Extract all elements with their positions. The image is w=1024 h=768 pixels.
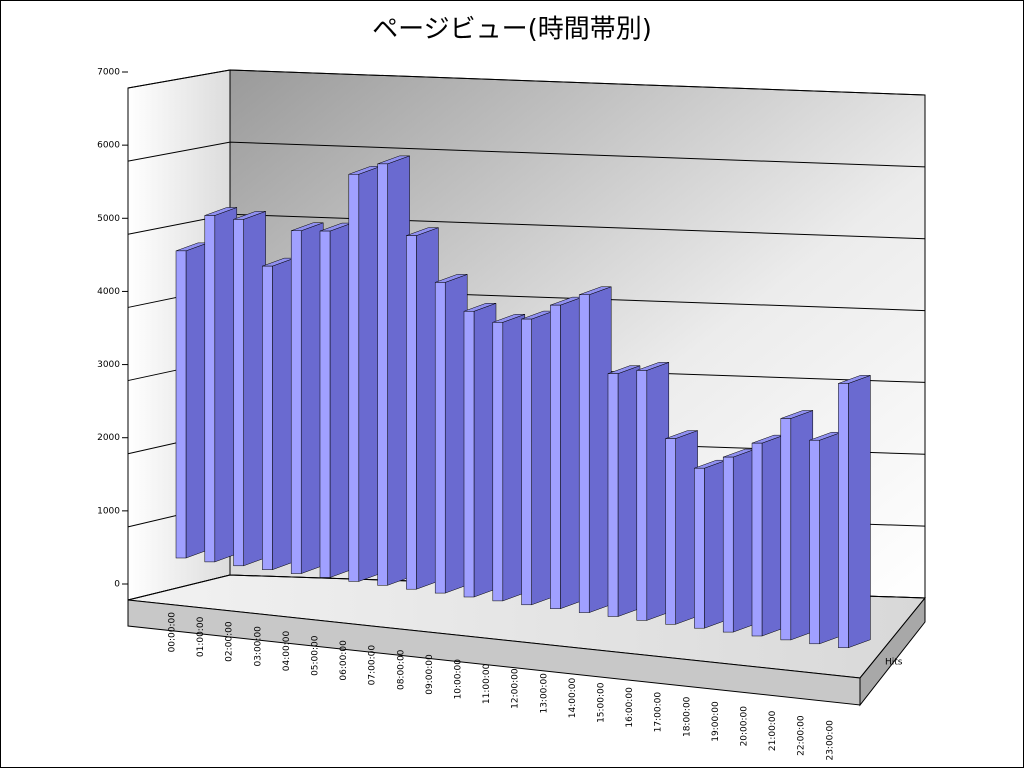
bar (434, 274, 468, 594)
x-tick-label: 05:00:00 (311, 635, 321, 676)
x-tick-label: 10:00:00 (454, 659, 464, 700)
bar (290, 222, 324, 574)
bar (607, 365, 641, 617)
bar-front (578, 294, 590, 613)
bar-front (463, 311, 475, 598)
bar-front (780, 418, 792, 641)
bars (175, 155, 871, 649)
bar-front (319, 230, 331, 578)
y-tick-label: 3000 (97, 360, 120, 370)
bar-front (377, 163, 388, 586)
bar (550, 296, 583, 610)
bar-front (290, 230, 302, 574)
bar-front (521, 318, 532, 606)
bar (233, 211, 266, 567)
x-tick-label: 13:00:00 (539, 673, 549, 714)
x-tick-label: 18:00:00 (682, 696, 692, 737)
y-tick-label: 4000 (97, 287, 120, 297)
grid-line (127, 69, 926, 96)
bar-front (204, 215, 216, 563)
x-tick-label: 07:00:00 (368, 645, 378, 686)
bar (521, 310, 554, 606)
x-tick-label: 16:00:00 (625, 687, 635, 728)
y-tick-label: 6000 (97, 141, 120, 151)
labels: 0 1000 2000 3000 4000 5000 6000 7000 00:00:00 01:… (97, 68, 903, 761)
x-tick-label: 19:00:00 (711, 701, 721, 742)
bar (722, 448, 756, 633)
y-tick-label: 7000 (97, 68, 120, 78)
bar (204, 207, 238, 563)
y-tick-label: 1000 (97, 506, 120, 516)
bar-front (434, 282, 446, 594)
x-tick-label: 02:00:00 (225, 621, 235, 662)
bar-front (838, 383, 849, 648)
bar (665, 430, 698, 625)
bar (262, 257, 295, 571)
x-tick-label: 21:00:00 (768, 710, 778, 751)
x-tick-label: 11:00:00 (482, 663, 492, 704)
x-tick-label: 09:00:00 (425, 654, 435, 695)
x-tick-label: 23:00:00 (825, 720, 835, 761)
bar (694, 459, 727, 629)
bar-front (262, 265, 273, 570)
bar (636, 362, 670, 621)
floor-side (859, 596, 926, 707)
bar-front (722, 456, 734, 633)
x-tick-label: 00:00:00 (168, 612, 178, 653)
bar (175, 242, 209, 559)
bar-front (751, 442, 763, 637)
bar (377, 155, 410, 586)
bar (492, 313, 526, 602)
bar (406, 227, 439, 590)
bar-side (848, 375, 871, 649)
y-tick-label: 0 (114, 580, 120, 590)
bar-front (492, 322, 504, 602)
bar-front (636, 370, 648, 621)
bar-front (665, 438, 676, 625)
x-tick-label: 17:00:00 (654, 692, 664, 733)
x-tick-label: 08:00:00 (396, 649, 406, 690)
bar-front (550, 304, 561, 609)
bar-front (607, 373, 619, 617)
bar (463, 302, 497, 598)
x-tick-label: 14:00:00 (568, 678, 578, 719)
x-tick-label: 12:00:00 (511, 668, 521, 709)
bar-front (809, 439, 820, 645)
bar (780, 410, 814, 641)
bar-front (694, 467, 705, 629)
x-tick-label: 04:00:00 (282, 631, 292, 672)
x-tick-label: 22:00:00 (797, 715, 807, 756)
bar-front (348, 174, 360, 582)
y-tick-label: 2000 (97, 433, 120, 443)
bar (319, 222, 353, 578)
y-tick-label: 5000 (97, 214, 120, 224)
bar (348, 165, 382, 582)
bar (751, 434, 785, 637)
legend-label: Hits (885, 658, 903, 668)
chart-title: ページビュー(時間帯別) (372, 15, 652, 45)
bar-front (233, 219, 244, 567)
bar-front (175, 250, 187, 559)
bar-front (406, 235, 417, 590)
bar (809, 431, 842, 645)
x-tick-label: 01:00:00 (196, 616, 206, 657)
bar (578, 286, 612, 613)
x-tick-label: 20:00:00 (740, 706, 750, 747)
x-tick-label: 06:00:00 (339, 640, 349, 681)
x-tick-label: 03:00:00 (253, 626, 263, 667)
bar (838, 375, 871, 649)
x-tick-label: 15:00:00 (597, 682, 607, 723)
grid-line (127, 141, 926, 168)
